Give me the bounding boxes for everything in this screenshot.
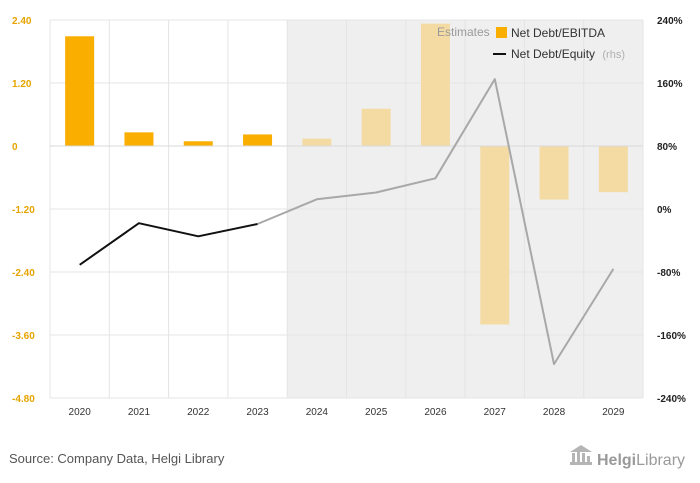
x-tick-2021: 2021 [128, 407, 151, 418]
y-right-tick-4: -80% [657, 268, 680, 279]
y-left-tick-4: -2.40 [12, 268, 35, 279]
source-note: Source: Company Data, Helgi Library [9, 451, 225, 466]
y-right-tick-5: -160% [657, 331, 686, 342]
bar-2020 [65, 36, 95, 146]
y-right-tick-6: -240% [657, 394, 686, 405]
line-net-debt-equity-actual [79, 222, 258, 266]
helgi-library-logo: HelgiLibrary [570, 445, 685, 469]
logo-wordmark-part2: Library [636, 452, 685, 469]
x-tick-2026: 2026 [424, 407, 447, 418]
bar-2027 [480, 146, 510, 325]
y-left-tick-6: -4.80 [12, 394, 35, 405]
legend: Net Debt/EBITDA Net Debt/Equity (rhs) [493, 26, 625, 61]
x-tick-2022: 2022 [187, 407, 210, 418]
right-axis: 240% 160% 80% 0% -80% -160% -240% [657, 16, 686, 405]
y-left-tick-0: 2.40 [12, 16, 32, 27]
legend-label-net-debt-ebitda: Net Debt/EBITDA [511, 26, 605, 40]
legend-label-net-debt-equity: Net Debt/Equity (rhs) [511, 47, 625, 61]
x-tick-2029: 2029 [602, 407, 625, 418]
line-net-debt-equity-estimates [257, 78, 615, 366]
y-right-tick-1: 160% [657, 79, 683, 90]
x-tick-2020: 2020 [69, 407, 92, 418]
bar-2029 [598, 146, 628, 193]
library-building-icon [570, 445, 592, 465]
y-left-tick-2: 0 [12, 142, 18, 153]
y-left-tick-5: -3.60 [12, 331, 35, 342]
bar-2023 [243, 134, 273, 146]
bar-2025 [361, 108, 391, 146]
y-right-tick-2: 80% [657, 142, 677, 153]
legend-label-net-debt-equity-name: Net Debt/Equity [511, 47, 595, 61]
x-tick-2024: 2024 [306, 407, 329, 418]
y-right-tick-3: 0% [657, 205, 672, 216]
bar-2026 [420, 23, 450, 146]
x-tick-2025: 2025 [365, 407, 388, 418]
logo-wordmark-part1: Helgi [597, 452, 636, 469]
logo-wordmark: HelgiLibrary [597, 452, 685, 469]
y-right-tick-0: 240% [657, 16, 683, 27]
bar-series [65, 23, 628, 325]
y-left-tick-1: 1.20 [12, 79, 32, 90]
legend-swatch-net-debt-ebitda [496, 27, 507, 38]
x-tick-2023: 2023 [246, 407, 269, 418]
bar-2024 [302, 138, 332, 146]
x-axis: 2020 2021 2022 2023 2024 2025 2026 2027 2028 2029 [69, 407, 625, 418]
line-series [79, 78, 615, 366]
x-tick-2028: 2028 [543, 407, 566, 418]
estimates-label: Estimates [437, 25, 490, 39]
x-tick-2027: 2027 [484, 407, 507, 418]
bar-2022 [183, 141, 213, 146]
gridlines [49, 19, 644, 399]
bar-2021 [124, 132, 154, 146]
left-axis: 2.40 1.20 0 -1.20 -2.40 -3.60 -4.80 [12, 16, 35, 405]
y-left-tick-3: -1.20 [12, 205, 35, 216]
bar-2028 [539, 146, 569, 200]
legend-label-rhs: (rhs) [602, 49, 625, 61]
